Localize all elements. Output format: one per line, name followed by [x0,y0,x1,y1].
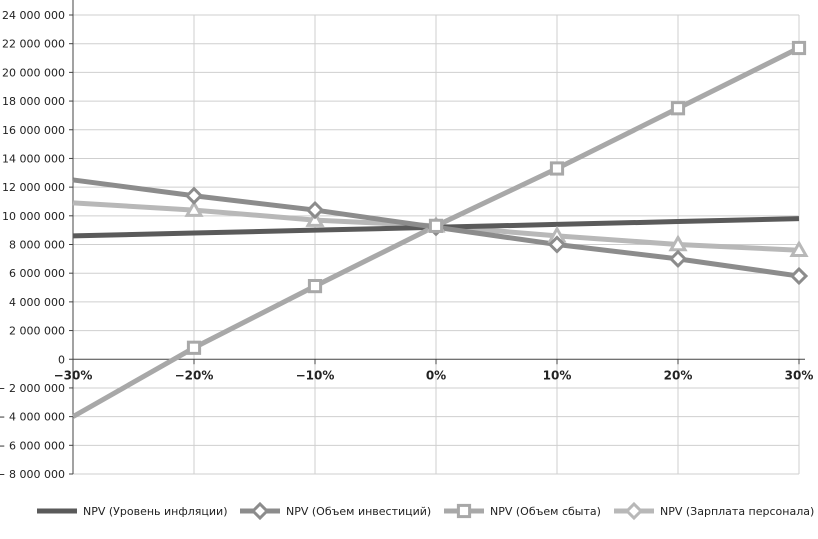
data-point-square [428,218,444,233]
data-point-square [670,101,686,116]
y-tick-label: − 4 000 000 [0,411,65,424]
y-tick-label: 2 000 000 [9,325,65,338]
data-point-triangle [184,200,204,217]
legend: NPV (Уровень инфляции) NPV (Объем инвести… [0,496,818,526]
legend-swatch [614,501,654,521]
data-point-diamond [184,186,204,205]
legend-item: NPV (Зарплата персонала) [614,496,814,526]
y-tick-label: 10 000 000 [2,210,65,223]
data-point-square [186,340,202,355]
x-tick-label: −30% [54,368,93,382]
data-point-diamond [547,235,567,254]
legend-label: NPV (Объем сбыта) [490,504,601,518]
x-tick-label: 20% [664,368,693,382]
y-tick-label: 18 000 000 [2,95,65,108]
series-markers [184,40,809,355]
data-point-triangle [668,234,688,252]
y-tick-label: 14 000 000 [2,152,65,165]
legend-label: NPV (Объем инвестиций) [286,504,432,518]
x-tick-labels: −30% −20% −10% 0% 10% 20% 30% [54,368,814,382]
y-tick-label: 20 000 000 [2,66,65,79]
legend-swatch [444,503,484,519]
x-tick-label: −20% [175,368,214,382]
gridlines [73,14,800,475]
y-tick-label: 8 000 000 [9,239,65,252]
data-point-square [549,161,565,176]
legend-label: NPV (Уровень инфляции) [83,504,228,518]
x-tick-label: 0% [426,368,446,382]
legend-swatch [37,508,77,514]
data-point-square [456,503,472,519]
legend-swatch [240,501,280,521]
legend-item: NPV (Объем сбыта) [444,496,601,526]
y-tick-label: − 6 000 000 [0,439,65,452]
npv-sensitivity-chart: 24 000 000 22 000 000 20 000 000 18 000 000… [0,0,814,481]
x-tick-label: 30% [785,368,814,382]
legend-label: NPV (Зарплата персонала) [660,504,815,518]
data-point-diamond [250,501,270,521]
axes [69,0,805,475]
legend-item: NPV (Объем инвестиций) [240,496,431,526]
data-point-triangle [305,210,325,227]
y-tick-label: 12 000 000 [2,181,65,194]
y-tick-label: 4 000 000 [9,296,65,309]
y-tick-label: 16 000 000 [2,124,65,137]
data-point-square [791,40,807,56]
legend-item: NPV (Уровень инфляции) [37,496,227,526]
x-tick-label: 10% [543,368,572,382]
y-tick-labels: 24 000 000 22 000 000 20 000 000 18 000 000… [0,9,65,481]
data-point-square [307,278,323,294]
y-tick-label: 6 000 000 [9,267,65,280]
data-point-diamond [668,249,688,268]
y-tick-label: 0 [58,353,65,366]
y-tick-label: 22 000 000 [2,38,65,51]
data-point-diamond [305,200,325,220]
data-point-diamond [624,501,644,521]
y-tick-label: − 2 000 000 [0,382,65,395]
y-tick-label: 24 000 000 [2,9,65,22]
data-point-triangle [789,240,809,257]
x-tick-label: −10% [296,368,335,382]
data-point-diamond [789,266,809,286]
y-tick-label: − 8 000 000 [0,468,65,481]
